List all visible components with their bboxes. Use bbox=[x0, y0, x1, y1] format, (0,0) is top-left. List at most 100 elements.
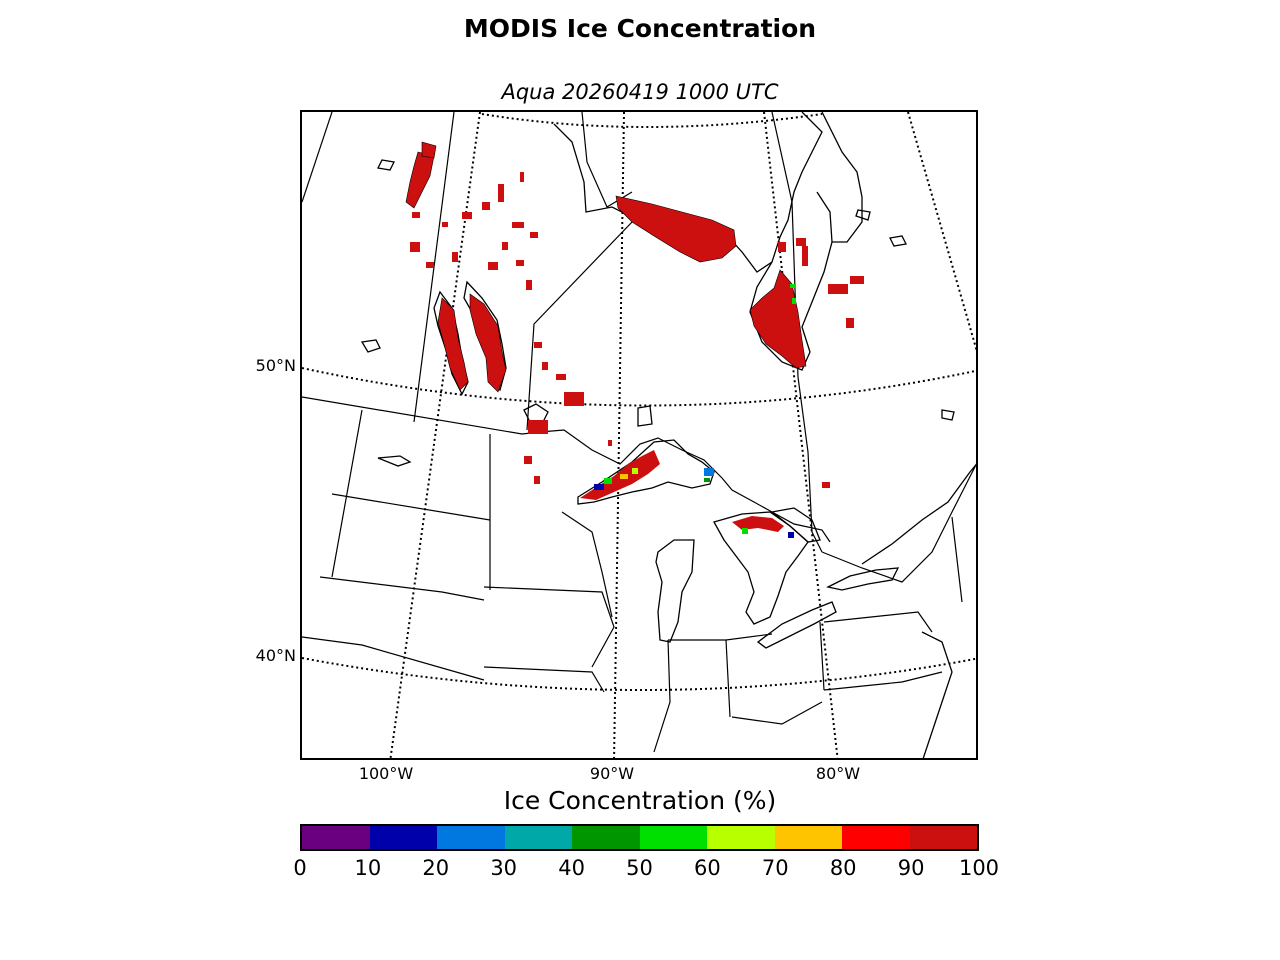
lat-label-50: 50°N bbox=[255, 356, 296, 375]
hudson-bay-coast bbox=[553, 112, 823, 273]
colorbar bbox=[300, 824, 979, 851]
colorbar-segment bbox=[639, 826, 707, 849]
colorbar-segment bbox=[369, 826, 437, 849]
colorbar-segment bbox=[572, 826, 640, 849]
ice-lake-superior-east bbox=[732, 516, 784, 532]
ice-cover bbox=[405, 141, 807, 393]
ice-pixel bbox=[512, 222, 524, 228]
graticule-lat-50 bbox=[302, 367, 976, 407]
colorbar-tick-label: 10 bbox=[354, 856, 382, 880]
small-lake-7 bbox=[377, 455, 412, 467]
colorbar-segment bbox=[437, 826, 505, 849]
ice-pixel bbox=[778, 242, 786, 252]
lake-superior bbox=[577, 439, 715, 505]
ice-pixel-blue bbox=[594, 484, 604, 490]
colorbar-segment bbox=[707, 826, 775, 849]
ice-pixel-green bbox=[742, 528, 748, 534]
ice-pixel-lime bbox=[632, 468, 638, 474]
ice-pixel-yellow bbox=[620, 474, 628, 479]
colorbar-tick-label: 50 bbox=[626, 856, 653, 880]
border-ontario-quebec bbox=[797, 376, 823, 553]
small-lake-1 bbox=[360, 339, 381, 353]
colorbar-title: Ice Concentration (%) bbox=[503, 786, 777, 815]
ice-pixel bbox=[524, 456, 532, 464]
map-title: MODIS Ice Concentration bbox=[463, 14, 817, 43]
colorbar-tick-label: 0 bbox=[293, 856, 307, 880]
border-mt-nd bbox=[331, 409, 363, 578]
ice-james-bay bbox=[749, 269, 807, 369]
ice-pixel bbox=[822, 482, 830, 488]
colorbar-segment bbox=[504, 826, 572, 849]
lake-michigan bbox=[655, 539, 695, 643]
small-lake-2 bbox=[377, 159, 395, 171]
ice-pixel bbox=[502, 242, 508, 250]
ice-pixel-green bbox=[790, 284, 796, 288]
ice-pixel bbox=[528, 420, 548, 434]
ice-pixel bbox=[542, 362, 548, 370]
lon-label-90w: 90°W bbox=[589, 764, 635, 783]
lon-label-100w: 100°W bbox=[358, 764, 414, 783]
lake-ontario bbox=[826, 567, 900, 591]
map-subtitle: Aqua 20260419 1000 UTC bbox=[501, 80, 779, 104]
lake-erie bbox=[756, 601, 837, 649]
ice-pixel bbox=[426, 262, 434, 268]
graticule-lon-100 bbox=[389, 112, 481, 758]
border-canada-us bbox=[302, 396, 831, 543]
graticule-lon-80 bbox=[763, 112, 839, 758]
border-ia bbox=[483, 586, 615, 668]
graticule-lon-90 bbox=[613, 112, 625, 758]
ice-pixel bbox=[796, 238, 806, 246]
ice-pixel bbox=[850, 276, 864, 284]
border-sd-ne bbox=[319, 576, 485, 601]
colorbar-tick-label: 80 bbox=[829, 856, 857, 880]
colorbar-segment bbox=[909, 826, 977, 849]
border-in-oh bbox=[725, 639, 731, 718]
colorbar-segment bbox=[774, 826, 842, 849]
ice-lake-manitoba bbox=[437, 297, 469, 391]
ice-pixel bbox=[846, 318, 854, 328]
east-coast bbox=[921, 631, 953, 758]
ice-pixel bbox=[564, 392, 584, 406]
ice-pixel bbox=[608, 440, 612, 446]
border-ky bbox=[731, 701, 823, 725]
ice-pixel bbox=[498, 184, 504, 202]
colorbar-tick-label: 30 bbox=[490, 856, 518, 880]
ice-pixel-darkgreen bbox=[704, 478, 710, 482]
ice-pixel bbox=[534, 476, 540, 484]
graticule-lon-70 bbox=[907, 112, 976, 352]
ice-pixel bbox=[442, 222, 448, 227]
small-lake-5 bbox=[941, 409, 955, 421]
ice-pixel bbox=[828, 284, 848, 294]
ice-pixel bbox=[530, 232, 538, 238]
ice-pixel bbox=[526, 280, 532, 290]
border-ny-vt bbox=[951, 516, 963, 603]
border-pa-ny bbox=[823, 611, 933, 633]
ice-pixel bbox=[556, 374, 566, 380]
border-nd-sd bbox=[331, 493, 491, 521]
graticule-lat-60 bbox=[481, 113, 823, 128]
border-canada-us-east bbox=[821, 463, 976, 583]
ice-pixel bbox=[516, 260, 524, 266]
border-ks bbox=[302, 636, 485, 681]
colorbar-tick-label: 40 bbox=[558, 856, 585, 880]
colorbar-tick-label: 100 bbox=[958, 856, 1000, 880]
border-manitoba-ontario bbox=[526, 209, 643, 431]
border-mn-wi bbox=[561, 511, 613, 618]
colorbar-tick-label: 70 bbox=[761, 856, 789, 880]
ice-pixel bbox=[410, 242, 420, 252]
colorbar-tick-label: 60 bbox=[694, 856, 721, 880]
quebec-coast-east bbox=[821, 112, 863, 243]
ice-pixel bbox=[488, 262, 498, 270]
ice-pixel-green bbox=[604, 478, 612, 484]
colorbar-tick-label: 20 bbox=[422, 856, 450, 880]
map-canvas bbox=[302, 112, 976, 758]
colorbar-segment bbox=[842, 826, 910, 849]
ice-pixel-green bbox=[792, 298, 796, 304]
border-ia-mo bbox=[483, 666, 605, 693]
small-lake-3 bbox=[889, 235, 907, 247]
ice-pixel bbox=[452, 252, 458, 262]
borders bbox=[302, 112, 976, 753]
ice-scatter bbox=[410, 172, 864, 488]
border-il-in bbox=[653, 639, 671, 753]
ice-pixel bbox=[802, 246, 808, 266]
